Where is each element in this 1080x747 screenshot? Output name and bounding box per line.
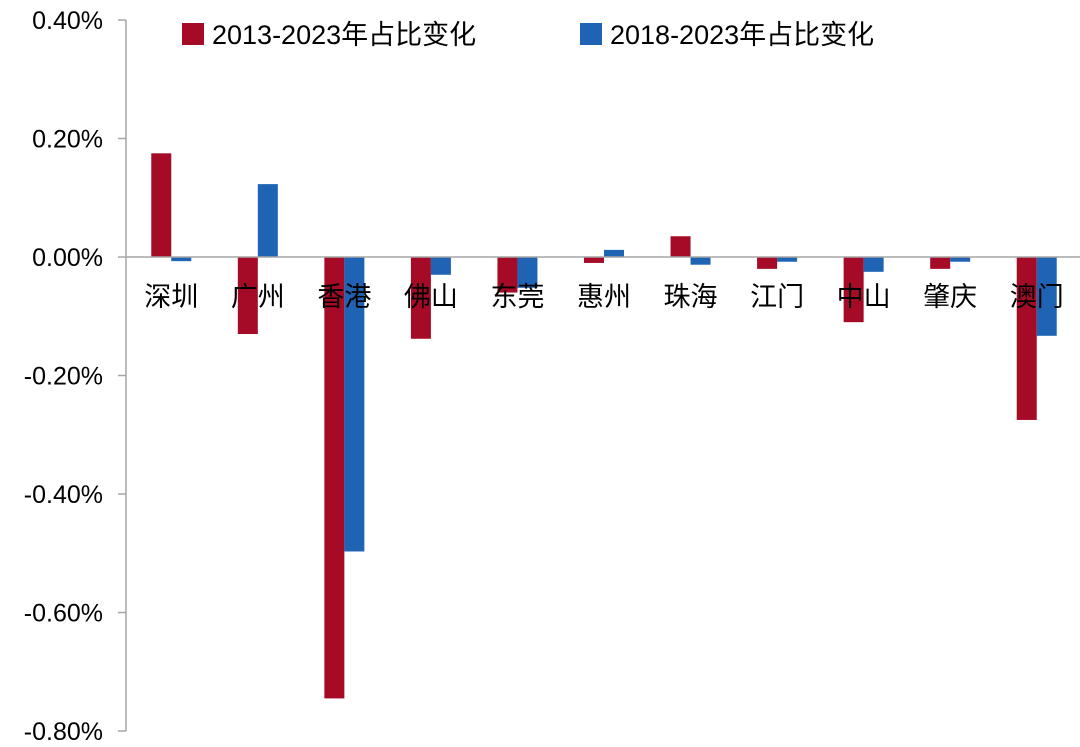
legend-swatch-2: [580, 23, 602, 45]
bar-series2-4: [517, 257, 538, 288]
category-label: 惠州: [577, 282, 631, 313]
category-label: 香港: [317, 282, 371, 313]
legend-swatch-1: [182, 23, 204, 45]
bar-series1-0: [151, 153, 172, 257]
category-label: 东莞: [490, 282, 544, 313]
bar-series1-6: [670, 236, 691, 257]
y-tick-label: -0.60%: [24, 600, 103, 628]
y-tick-label: 0.40%: [32, 7, 103, 35]
bar-series2-10: [1036, 257, 1057, 336]
category-label: 肇庆: [923, 282, 977, 313]
y-tick-label: 0.00%: [32, 244, 103, 272]
bars: [151, 153, 1057, 699]
bar-series1-1: [237, 257, 258, 335]
bar-series1-7: [757, 257, 778, 269]
y-tick-label: -0.20%: [24, 363, 103, 391]
bar-series2-5: [604, 249, 624, 257]
legend: 2013-2023年占比变化 2018-2023年占比变化: [182, 20, 874, 50]
category-label: 澳门: [1010, 282, 1064, 313]
y-tick-label: 0.20%: [32, 126, 103, 154]
bar-series2-8: [863, 257, 884, 272]
y-axis: 0.40% 0.20% 0.00% -0.20% -0.40% -0.60% -0.80%: [24, 7, 127, 746]
bar-series2-6: [690, 257, 711, 265]
legend-label-1: 2013-2023年占比变化: [212, 20, 476, 50]
bar-series2-1: [257, 184, 278, 257]
bar-series2-3: [430, 257, 451, 275]
legend-label-2: 2018-2023年占比变化: [610, 20, 874, 50]
bar-series1-3: [410, 257, 431, 339]
bar-series2-2: [344, 257, 365, 552]
category-label: 中山: [837, 282, 891, 313]
category-label: 广州: [231, 282, 285, 313]
category-label: 佛山: [404, 282, 458, 313]
category-label: 深圳: [144, 282, 198, 313]
category-labels: 深圳 广州 香港 佛山 东莞 惠州 珠海 江门 中山 肇庆 澳门: [144, 282, 1063, 313]
y-tick-label: -0.40%: [24, 481, 103, 509]
y-tick-label: -0.80%: [24, 718, 103, 746]
bar-series1-8: [843, 257, 864, 323]
category-label: 珠海: [664, 282, 718, 313]
bar-series1-10: [1016, 257, 1037, 420]
bar-series2-9: [950, 257, 971, 262]
bar-series1-4: [497, 257, 518, 293]
bar-series1-9: [930, 257, 951, 269]
bar-series2-7: [777, 257, 798, 262]
bar-series1-2: [324, 257, 345, 699]
category-label: 江门: [750, 282, 804, 313]
bar-series1-5: [584, 257, 604, 263]
bar-series2-0: [171, 257, 192, 262]
